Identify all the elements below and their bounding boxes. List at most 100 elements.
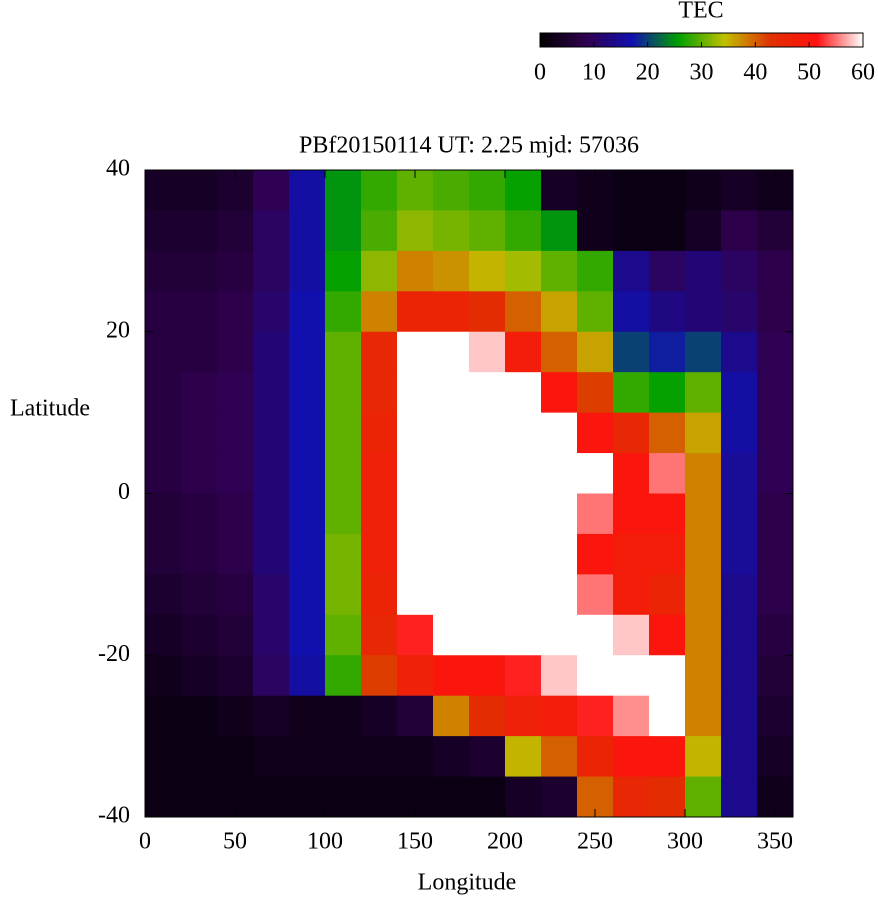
heatmap-cell: [361, 614, 398, 656]
heatmap-cell: [469, 736, 506, 778]
x-tick-label: 100: [307, 829, 343, 855]
heatmap-cell: [289, 614, 326, 656]
x-tick-label: 350: [757, 829, 793, 855]
heatmap-cell: [217, 372, 254, 414]
heatmap-cell: [613, 574, 650, 616]
heatmap-cell: [577, 331, 614, 373]
heatmap-cell: [505, 372, 542, 414]
heatmap-cell: [469, 695, 506, 737]
heatmap-cell: [721, 736, 758, 778]
heatmap-cell: [505, 331, 542, 373]
heatmap-cell: [253, 493, 290, 535]
heatmap-cell: [649, 210, 686, 252]
heatmap-cell: [721, 331, 758, 373]
heatmap-cell: [613, 412, 650, 454]
heatmap-cell: [145, 331, 182, 373]
heatmap-cell: [685, 776, 722, 818]
heatmap-cell: [289, 776, 326, 818]
colorbar-label: TEC: [678, 0, 723, 24]
heatmap-cell: [577, 210, 614, 252]
heatmap-cell: [433, 614, 470, 656]
heatmap-cell: [217, 493, 254, 535]
heatmap-cell: [433, 250, 470, 292]
y-tick-label: -20: [98, 641, 130, 667]
heatmap-cell: [685, 493, 722, 535]
heatmap-cell: [541, 493, 578, 535]
heatmap-cell: [469, 331, 506, 373]
heatmap-cell: [361, 533, 398, 575]
heatmap-cell: [649, 493, 686, 535]
heatmap-cell: [649, 655, 686, 697]
heatmap-cell: [217, 614, 254, 656]
heatmap-cell: [541, 614, 578, 656]
heatmap-cell: [721, 291, 758, 333]
x-tick-label: 50: [223, 829, 247, 855]
heatmap-cell: [217, 695, 254, 737]
x-tick-label: 200: [487, 829, 523, 855]
heatmap-cell: [361, 412, 398, 454]
heatmap-cell: [289, 493, 326, 535]
heatmap-cell: [181, 655, 218, 697]
heatmap-cell: [757, 736, 794, 778]
colorbar-tick-label: 10: [582, 60, 606, 86]
heatmap-cell: [685, 372, 722, 414]
heatmap-cell: [613, 776, 650, 818]
heatmap-cell: [217, 736, 254, 778]
heatmap-cell: [253, 736, 290, 778]
heatmap-cell: [721, 655, 758, 697]
heatmap-cell: [541, 170, 578, 211]
heatmap-cell: [145, 695, 182, 737]
colorbar-tick-label: 0: [534, 60, 546, 86]
heatmap-cell: [757, 493, 794, 535]
heatmap-cell: [685, 331, 722, 373]
heatmap-cell: [361, 291, 398, 333]
heatmap-cell: [289, 291, 326, 333]
heatmap-cell: [577, 453, 614, 494]
heatmap-cell: [361, 250, 398, 292]
heatmap-cell: [649, 574, 686, 616]
heatmap-cell: [469, 291, 506, 333]
heatmap-cell: [181, 372, 218, 414]
heatmap-cell: [253, 250, 290, 292]
heatmap-cell: [721, 614, 758, 656]
heatmap-cell: [325, 655, 362, 697]
heatmap-cell: [685, 453, 722, 494]
heatmap-cell: [145, 412, 182, 454]
heatmap-cell: [361, 210, 398, 252]
heatmap-cell: [433, 170, 470, 211]
heatmap-cell: [649, 170, 686, 211]
heatmap-cell: [649, 372, 686, 414]
heatmap-cell: [181, 170, 218, 211]
heatmap-cell: [289, 533, 326, 575]
heatmap-cell: [541, 776, 578, 818]
heatmap-cell: [685, 210, 722, 252]
heatmap-cell: [721, 574, 758, 616]
heatmap-cell: [577, 655, 614, 697]
heatmap-cell: [541, 331, 578, 373]
heatmap-cell: [253, 655, 290, 697]
heatmap-cell: [649, 776, 686, 818]
heatmap-cell: [433, 533, 470, 575]
heatmap-cell: [289, 250, 326, 292]
heatmap-cell: [469, 533, 506, 575]
heatmap-cell: [289, 655, 326, 697]
heatmap-cell: [181, 453, 218, 494]
heatmap-cell: [505, 574, 542, 616]
heatmap-cell: [289, 170, 326, 211]
heatmap-cell: [757, 210, 794, 252]
heatmap-cell: [577, 250, 614, 292]
heatmap-cell: [253, 533, 290, 575]
heatmap-cell: [469, 453, 506, 494]
heatmap-cell: [505, 655, 542, 697]
heatmap-cell: [505, 170, 542, 211]
colorbar-tick-label: 50: [797, 60, 821, 86]
heatmap-cell: [397, 574, 434, 616]
heatmap-cell: [325, 250, 362, 292]
heatmap-cell: [325, 776, 362, 818]
heatmap-cell: [505, 412, 542, 454]
heatmap-cell: [145, 736, 182, 778]
heatmap-cell: [397, 695, 434, 737]
heatmap-cell: [685, 614, 722, 656]
heatmap-cell: [253, 695, 290, 737]
heatmap-cell: [253, 614, 290, 656]
